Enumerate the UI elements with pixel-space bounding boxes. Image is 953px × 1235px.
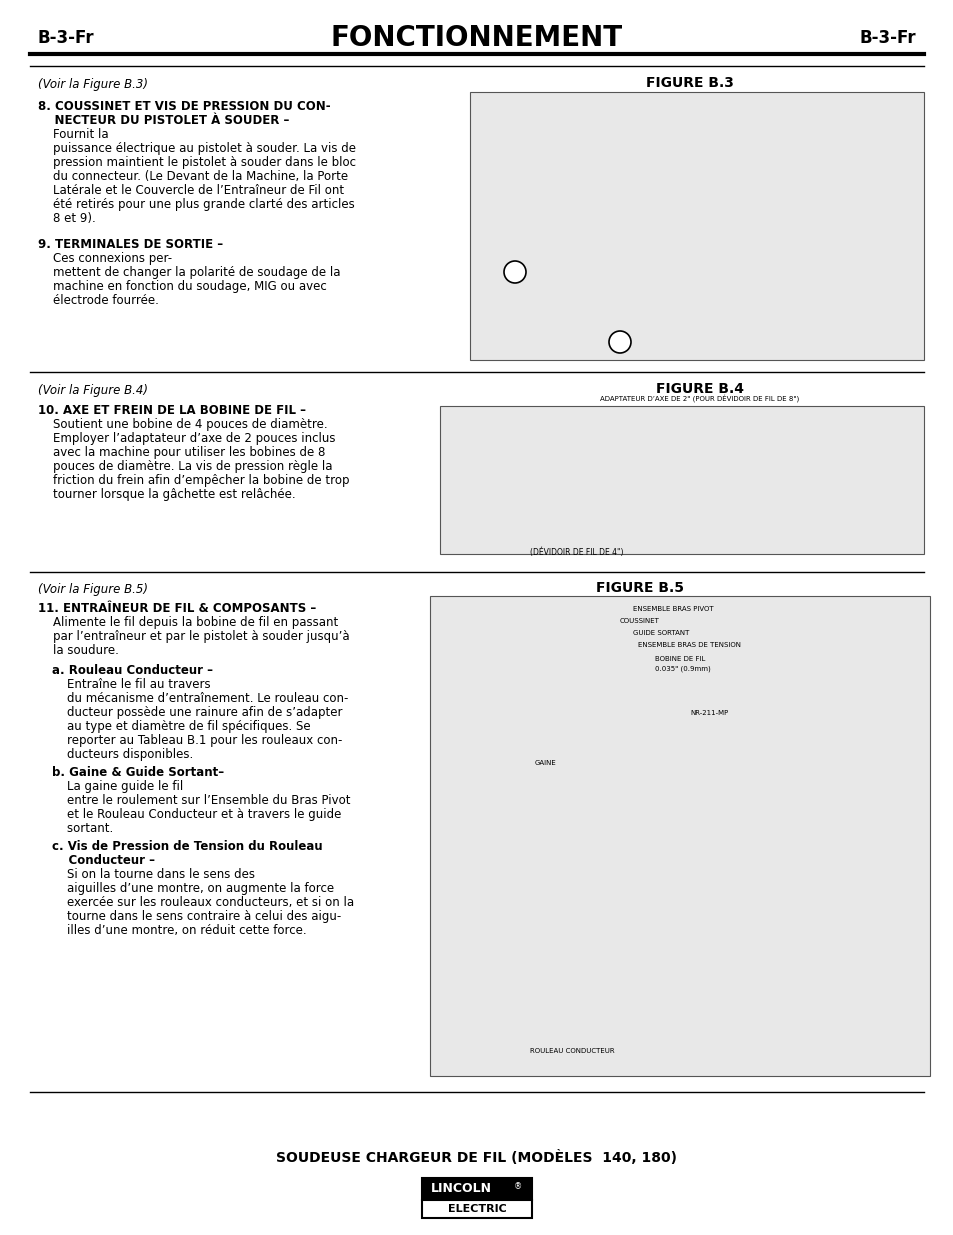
Text: du mécanisme d’entraînement. Le rouleau con-: du mécanisme d’entraînement. Le rouleau … — [52, 692, 348, 705]
Circle shape — [503, 261, 525, 283]
Bar — [470, 91, 923, 359]
Text: ENSEMBLE BRAS PIVOT: ENSEMBLE BRAS PIVOT — [633, 606, 713, 613]
Text: ADAPTATEUR D’AXE DE 2" (POUR DÉVIDOIR DE FIL DE 8"): ADAPTATEUR D’AXE DE 2" (POUR DÉVIDOIR DE… — [599, 395, 799, 403]
Text: ducteur possède une rainure afin de s’adapter: ducteur possède une rainure afin de s’ad… — [52, 706, 342, 719]
Text: ®: ® — [514, 1182, 521, 1191]
Text: ENSEMBLE BRAS DE TENSION: ENSEMBLE BRAS DE TENSION — [638, 642, 740, 648]
Text: pression maintient le pistolet à souder dans le bloc: pression maintient le pistolet à souder … — [38, 156, 355, 169]
Text: BOBINE DE FIL: BOBINE DE FIL — [655, 656, 704, 662]
Text: Si on la tourne dans le sens des: Si on la tourne dans le sens des — [52, 868, 254, 881]
Text: sortant.: sortant. — [52, 823, 113, 835]
Text: B-3-Fr: B-3-Fr — [38, 28, 94, 47]
Text: GUIDE SORTANT: GUIDE SORTANT — [633, 630, 689, 636]
Text: FONCTIONNEMENT: FONCTIONNEMENT — [331, 23, 622, 52]
Bar — [430, 597, 929, 1076]
Text: La gaine guide le fil: La gaine guide le fil — [52, 781, 183, 793]
Text: (Voir la Figure B.5): (Voir la Figure B.5) — [38, 583, 148, 597]
Text: été retirés pour une plus grande clarté des articles: été retirés pour une plus grande clarté … — [38, 198, 355, 211]
Text: électrode fourrée.: électrode fourrée. — [38, 294, 159, 308]
Text: 9. TERMINALES DE SORTIE –: 9. TERMINALES DE SORTIE – — [38, 238, 223, 251]
Text: aiguilles d’une montre, on augmente la force: aiguilles d’une montre, on augmente la f… — [52, 882, 334, 895]
Text: Soutient une bobine de 4 pouces de diamètre.: Soutient une bobine de 4 pouces de diamè… — [38, 417, 327, 431]
Text: 8 et 9).: 8 et 9). — [38, 212, 95, 225]
Text: mettent de changer la polarité de soudage de la: mettent de changer la polarité de soudag… — [38, 266, 340, 279]
Text: 9: 9 — [615, 336, 623, 348]
Text: 0.035" (0.9mm): 0.035" (0.9mm) — [655, 664, 710, 672]
Text: (DÉVIDOIR DE FIL DE 4"): (DÉVIDOIR DE FIL DE 4") — [530, 548, 623, 557]
Text: c. Vis de Pression de Tension du Rouleau: c. Vis de Pression de Tension du Rouleau — [52, 840, 322, 853]
Text: 8: 8 — [510, 266, 518, 279]
Text: Fournit la: Fournit la — [38, 128, 109, 141]
Bar — [421, 1178, 532, 1200]
Text: reporter au Tableau B.1 pour les rouleaux con-: reporter au Tableau B.1 pour les rouleau… — [52, 734, 342, 747]
Text: (Voir la Figure B.4): (Voir la Figure B.4) — [38, 384, 148, 396]
Text: puissance électrique au pistolet à souder. La vis de: puissance électrique au pistolet à soude… — [38, 142, 355, 156]
Text: Entraîne le fil au travers: Entraîne le fil au travers — [52, 678, 211, 692]
Text: Alimente le fil depuis la bobine de fil en passant: Alimente le fil depuis la bobine de fil … — [38, 616, 338, 629]
Text: ducteurs disponibles.: ducteurs disponibles. — [52, 748, 193, 761]
Text: Ces connexions per-: Ces connexions per- — [38, 252, 172, 266]
Text: a. Rouleau Conducteur –: a. Rouleau Conducteur – — [52, 664, 213, 677]
Text: 8. COUSSINET ET VIS DE PRESSION DU CON-: 8. COUSSINET ET VIS DE PRESSION DU CON- — [38, 100, 331, 112]
Text: NR-211-MP: NR-211-MP — [689, 710, 727, 716]
Text: LINCOLN: LINCOLN — [430, 1182, 491, 1195]
Text: b. Gaine & Guide Sortant–: b. Gaine & Guide Sortant– — [52, 766, 224, 779]
Text: FIGURE B.5: FIGURE B.5 — [596, 580, 683, 595]
Text: Latérale et le Couvercle de l’Entraîneur de Fil ont: Latérale et le Couvercle de l’Entraîneur… — [38, 184, 344, 198]
Text: Employer l’adaptateur d’axe de 2 pouces inclus: Employer l’adaptateur d’axe de 2 pouces … — [38, 432, 335, 445]
Circle shape — [608, 331, 630, 353]
Text: exercée sur les rouleaux conducteurs, et si on la: exercée sur les rouleaux conducteurs, et… — [52, 897, 354, 909]
Text: illes d’une montre, on réduit cette force.: illes d’une montre, on réduit cette forc… — [52, 924, 306, 937]
Text: Conducteur –: Conducteur – — [52, 853, 154, 867]
Text: (Voir la Figure B.3): (Voir la Figure B.3) — [38, 78, 148, 91]
Text: au type et diamètre de fil spécifiques. Se: au type et diamètre de fil spécifiques. … — [52, 720, 311, 734]
Text: 10. AXE ET FREIN DE LA BOBINE DE FIL –: 10. AXE ET FREIN DE LA BOBINE DE FIL – — [38, 404, 306, 417]
Text: machine en fonction du soudage, MIG ou avec: machine en fonction du soudage, MIG ou a… — [38, 280, 327, 293]
Bar — [421, 1200, 532, 1218]
Text: COUSSINET: COUSSINET — [619, 618, 659, 624]
Text: 11. ENTRAÎNEUR DE FIL & COMPOSANTS –: 11. ENTRAÎNEUR DE FIL & COMPOSANTS – — [38, 601, 315, 615]
Text: ELECTRIC: ELECTRIC — [447, 1204, 506, 1214]
Text: tourner lorsque la gâchette est relâchée.: tourner lorsque la gâchette est relâchée… — [38, 488, 295, 501]
Text: avec la machine pour utiliser les bobines de 8: avec la machine pour utiliser les bobine… — [38, 446, 325, 459]
Text: du connecteur. (Le Devant de la Machine, la Porte: du connecteur. (Le Devant de la Machine,… — [38, 170, 348, 183]
Text: NECTEUR DU PISTOLET À SOUDER –: NECTEUR DU PISTOLET À SOUDER – — [38, 114, 289, 127]
Text: pouces de diamètre. La vis de pression règle la: pouces de diamètre. La vis de pression r… — [38, 459, 333, 473]
Text: entre le roulement sur l’Ensemble du Bras Pivot: entre le roulement sur l’Ensemble du Bra… — [52, 794, 350, 806]
Text: friction du frein afin d’empêcher la bobine de trop: friction du frein afin d’empêcher la bob… — [38, 474, 349, 487]
Text: FIGURE B.3: FIGURE B.3 — [645, 77, 733, 90]
Text: SOUDEUSE CHARGEUR DE FIL (MODÈLES  140, 180): SOUDEUSE CHARGEUR DE FIL (MODÈLES 140, 1… — [276, 1151, 677, 1166]
Bar — [439, 406, 923, 555]
Text: GAINE: GAINE — [535, 760, 557, 766]
Text: la soudure.: la soudure. — [38, 643, 119, 657]
Text: B-3-Fr: B-3-Fr — [859, 28, 915, 47]
Text: et le Rouleau Conducteur et à travers le guide: et le Rouleau Conducteur et à travers le… — [52, 808, 341, 821]
Text: tourne dans le sens contraire à celui des aigu-: tourne dans le sens contraire à celui de… — [52, 910, 341, 923]
Text: FIGURE B.4: FIGURE B.4 — [656, 382, 743, 396]
Text: ROULEAU CONDUCTEUR: ROULEAU CONDUCTEUR — [530, 1049, 614, 1053]
Text: par l’entraîneur et par le pistolet à souder jusqu’à: par l’entraîneur et par le pistolet à so… — [38, 630, 349, 643]
